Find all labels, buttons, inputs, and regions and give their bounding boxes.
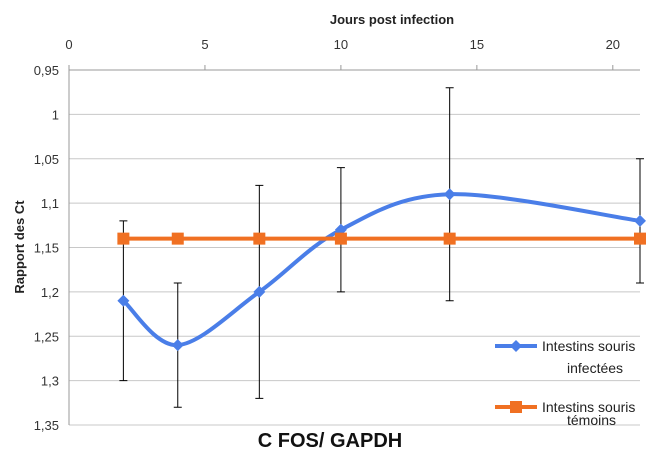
series-line-0 <box>121 192 641 348</box>
data-point-1 <box>334 232 347 245</box>
data-point-1 <box>117 232 130 245</box>
y-tick-label: 1,15 <box>34 241 59 256</box>
legend-label-0: Intestins souris <box>542 338 635 354</box>
data-point-1 <box>171 232 184 245</box>
data-point-1 <box>253 232 266 245</box>
y-tick-label: 0,95 <box>34 63 59 78</box>
data-point-0 <box>171 339 184 352</box>
data-point-1 <box>634 232 646 245</box>
legend-label-1: Intestins souris <box>542 399 635 415</box>
x-tick-label: 20 <box>606 37 620 52</box>
y-axis-title: Rapport des Ct <box>12 200 27 294</box>
y-tick-label: 1,1 <box>41 196 59 211</box>
x-tick-label: 15 <box>470 37 484 52</box>
data-point-0 <box>443 188 456 201</box>
data-point-1 <box>443 232 456 245</box>
x-tick-label: 5 <box>201 37 208 52</box>
y-tick-label: 1 <box>52 107 59 122</box>
y-tick-label: 1,05 <box>34 152 59 167</box>
chart-title: C FOS/ GAPDH <box>258 430 402 452</box>
legend: Intestins souris infectées Intestins souri… <box>495 338 635 428</box>
x-tick-label: 10 <box>334 37 348 52</box>
y-tick-label: 1,35 <box>34 418 59 433</box>
y-tick-label: 1,3 <box>41 374 59 389</box>
data-point-0 <box>634 214 646 227</box>
y-tick-label: 1,25 <box>34 329 59 344</box>
x-axis-title: Jours post infection <box>330 12 454 27</box>
legend-marker-1 <box>510 401 522 413</box>
legend-label-0: infectées <box>567 360 623 376</box>
legend-marker-0 <box>510 340 522 352</box>
plot-area: 0,95 1 1,05 1,1 1,15 1,2 1,25 1,3 1,35 0 5 10 15 20 <box>34 37 646 433</box>
data-point-0 <box>253 285 266 298</box>
legend-label-1: témoins <box>567 412 616 428</box>
data-point-0 <box>117 294 130 307</box>
y-tick-label: 1,2 <box>41 285 59 300</box>
x-tick-label: 0 <box>65 37 72 52</box>
